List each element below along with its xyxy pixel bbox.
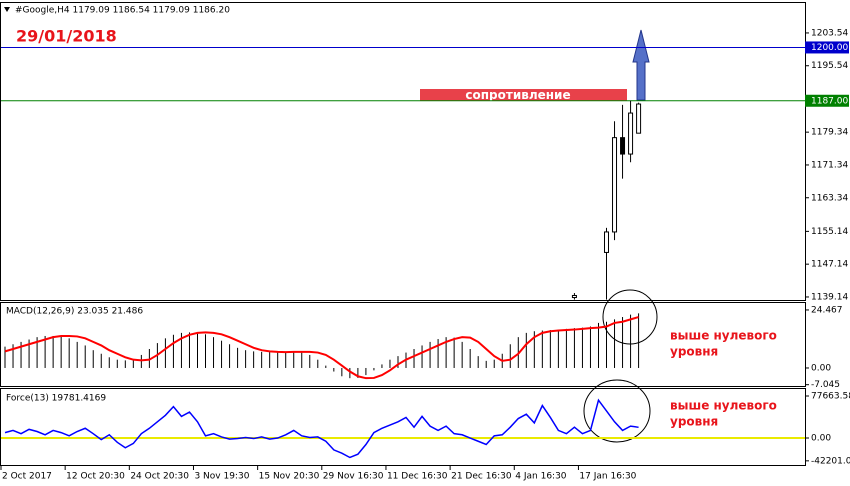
y-tick-label: 1163.34 (811, 193, 848, 203)
force-line (4, 398, 639, 459)
plot (1, 46, 805, 300)
x-tick-label: 21 Dec 16:30 (451, 472, 512, 482)
macd-note: уровня (670, 345, 718, 359)
resistance-label: сопротивление (465, 88, 570, 102)
candle-body (628, 112, 634, 155)
y-tick-label: 1179.34 (811, 128, 848, 138)
x-tick-label: 17 Jan 16:30 (579, 472, 636, 482)
date-label: 29/01/2018 (16, 27, 117, 46)
force-note: выше нулевого (670, 399, 777, 413)
y-tick-label: 24.467 (811, 305, 843, 315)
candle-body (612, 137, 618, 233)
y-tick-label: -42201.08 (811, 456, 850, 466)
macd-frame (0, 302, 806, 387)
y-tick-label: 1147.14 (811, 260, 848, 270)
y-tick-label: 0.00 (811, 434, 831, 444)
y-tick-label: 1171.34 (811, 160, 848, 170)
symbol-header: #Google,H4 1179.09 1186.54 1179.09 1186.… (15, 6, 230, 16)
resistance-box (420, 89, 627, 101)
x-tick-label: 29 Nov 16:30 (323, 472, 384, 482)
white-stroke (631, 256, 641, 301)
plot (4, 313, 640, 380)
x-tick-label: 4 Jan 16:30 (515, 472, 567, 482)
candle-body (604, 231, 610, 253)
macd-circle (602, 289, 658, 345)
level-label: 1200.00 (811, 43, 848, 53)
candle-body (636, 103, 642, 134)
force-note: уровня (670, 415, 718, 429)
macd-note: выше нулевого (670, 329, 777, 343)
y-tick-label: -7.045 (811, 380, 840, 390)
x-tick-label: 12 Oct 20:30 (66, 472, 125, 482)
menu-triangle[interactable] (4, 7, 10, 12)
x-tick-label: 3 Nov 19:30 (194, 472, 249, 482)
level-label: 1187.00 (811, 96, 848, 106)
y-tick-label: 1139.14 (811, 292, 848, 302)
y-tick-label: 1203.54 (811, 28, 848, 38)
y-tick-label: 1195.54 (811, 61, 848, 71)
level-box (805, 41, 849, 54)
x-tick-label: 24 Oct 20:30 (130, 472, 189, 482)
x-tick-label: 15 Nov 20:30 (259, 472, 320, 482)
force-circle (583, 379, 651, 443)
signal-line (4, 316, 639, 380)
macd-title: MACD(12,26,9) 23.035 21.486 (6, 307, 143, 317)
plot (1, 398, 805, 459)
candle-body (571, 294, 577, 299)
y-tick-label: 77663.58 (811, 391, 850, 401)
level-box (805, 94, 849, 107)
force-title: Force(13) 19781.4169 (6, 394, 106, 404)
price-frame (0, 2, 806, 301)
force-frame (0, 388, 806, 466)
y-tick-label: 1155.14 (811, 227, 848, 237)
x-tick-label: 2 Oct 2017 (2, 472, 52, 482)
candle-body (620, 137, 626, 155)
y-tick-label: 0.00 (811, 363, 831, 373)
x-tick-label: 11 Dec 16:30 (387, 472, 448, 482)
panel-frames (0, 2, 806, 466)
